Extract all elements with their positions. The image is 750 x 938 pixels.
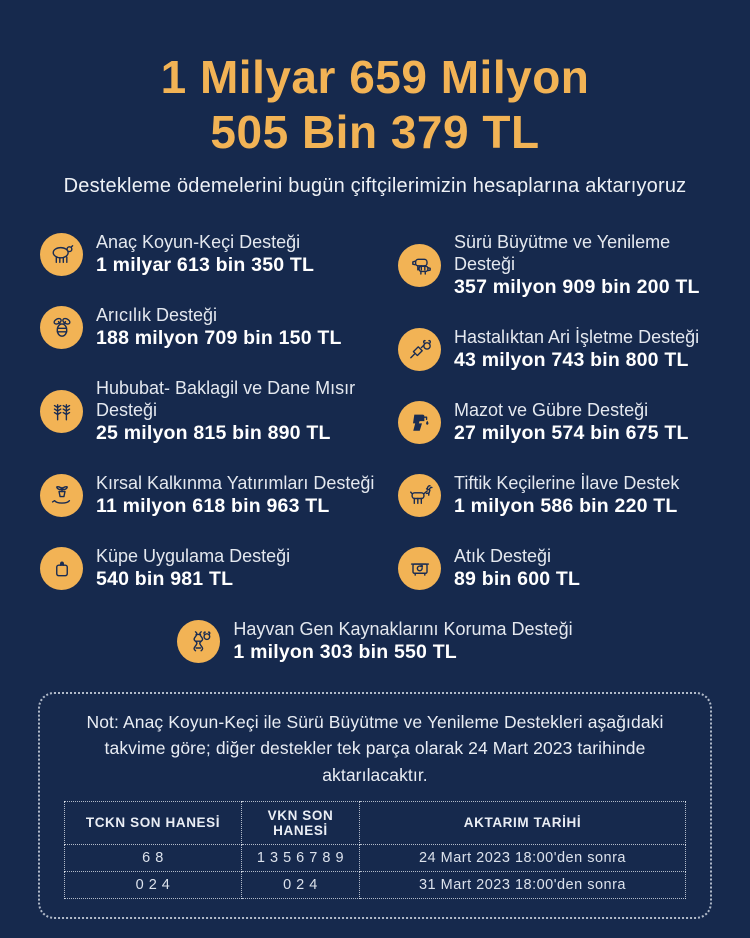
page-title: 1 Milyar 659 Milyon 505 Bin 379 TL	[0, 50, 750, 160]
syringe-cow-icon	[398, 327, 441, 371]
support-amount: 25 milyon 815 bin 890 TL	[96, 422, 331, 444]
vkn-digits: 1 3 5 6 7 8 9	[240, 843, 360, 872]
title-line-2: 505 Bin 379 TL	[210, 106, 540, 158]
note-text: Not: Anaç Koyun-Keçi ile Sürü Büyütme ve…	[86, 712, 664, 785]
column-header-vkn: VKN SON HANESİ	[240, 800, 360, 845]
support-amount: 357 milyon 909 bin 200 TL	[454, 276, 700, 298]
support-amount: 188 milyon 709 bin 150 TL	[96, 327, 342, 349]
table-header-row: TCKN SON HANESİ VKN SON HANESİ AKTARIM T…	[64, 800, 687, 845]
goat-icon	[398, 473, 441, 517]
support-amount: 1 milyon 303 bin 550 TL	[233, 641, 457, 663]
fuel-pump-icon	[398, 400, 441, 444]
support-amount: 43 milyon 743 bin 800 TL	[454, 349, 689, 371]
support-title: Arıcılık Desteği	[96, 305, 218, 325]
support-title: Hastalıktan Ari İşletme Desteği	[454, 327, 700, 347]
support-item-atik: Atık Desteği 89 bin 600 TL	[398, 545, 710, 591]
support-item-mazot-gubre: Mazot ve Gübre Desteği 27 milyon 574 bin…	[398, 399, 710, 445]
support-item-hastaliktan-ari: Hastalıktan Ari İşletme Desteği 43 milyo…	[398, 326, 710, 372]
support-text: Kırsal Kalkınma Yatırımları Desteği 11 m…	[96, 472, 374, 518]
subtitle: Destekleme ödemelerini bugün çiftçilerim…	[63, 175, 687, 197]
wheat-icon	[40, 389, 83, 433]
column-header-tckn: TCKN SON HANESİ	[64, 800, 242, 845]
dna-cow-icon	[177, 619, 221, 663]
waste-bin-icon	[398, 546, 441, 590]
support-amount: 540 bin 981 TL	[96, 568, 234, 590]
title-line-1: 1 Milyar 659 Milyon	[160, 51, 590, 103]
support-text: Arıcılık Desteği 188 milyon 709 bin 150 …	[96, 304, 342, 350]
tckn-digits: 6 8	[64, 843, 242, 872]
support-text: Sürü Büyütme ve Yenileme Desteği 357 mil…	[454, 231, 710, 299]
support-item-hayvan-gen: Hayvan Gen Kaynaklarını Koruma Desteği 1…	[177, 618, 573, 664]
support-item-tiftik-kecileri: Tiftik Keçilerine İlave Destek 1 milyon …	[398, 472, 710, 518]
support-text: Hastalıktan Ari İşletme Desteği 43 milyo…	[454, 326, 699, 372]
support-text: Hububat- Baklagil ve Dane Mısır Desteği …	[96, 377, 398, 445]
support-item-kirsal-kalkinma: Kırsal Kalkınma Yatırımları Desteği 11 m…	[40, 472, 398, 518]
payment-schedule-note-box: Not: Anaç Koyun-Keçi ile Sürü Büyütme ve…	[38, 692, 712, 919]
support-item-hububat: Hububat- Baklagil ve Dane Mısır Desteği …	[40, 377, 398, 445]
support-amount: 1 milyar 613 bin 350 TL	[96, 254, 315, 276]
tckn-digits: 0 2 4	[64, 870, 242, 899]
cattle-herd-icon	[398, 243, 441, 287]
table-row: 0 2 4 0 2 4 31 Mart 2023 18:00'den sonra	[64, 870, 687, 899]
support-amount: 11 milyon 618 bin 963 TL	[96, 495, 330, 517]
support-item-suru-buyutme: Sürü Büyütme ve Yenileme Desteği 357 mil…	[398, 231, 710, 299]
support-title: Mazot ve Gübre Desteği	[454, 400, 649, 420]
hand-plant-icon	[40, 473, 83, 517]
support-title: Anaç Koyun-Keçi Desteği	[96, 232, 301, 252]
support-text: Tiftik Keçilerine İlave Destek 1 milyon …	[454, 472, 679, 518]
support-title: Kırsal Kalkınma Yatırımları Desteği	[96, 473, 375, 493]
support-text: Anaç Koyun-Keçi Desteği 1 milyar 613 bin…	[96, 231, 314, 277]
support-title: Hayvan Gen Kaynaklarını Koruma Desteği	[233, 619, 573, 639]
ear-tag-icon	[40, 546, 83, 590]
support-text: Atık Desteği 89 bin 600 TL	[454, 545, 580, 591]
support-text: Hayvan Gen Kaynaklarını Koruma Desteği 1…	[233, 618, 572, 664]
payment-schedule-table: TCKN SON HANESİ VKN SON HANESİ AKTARIM T…	[64, 800, 687, 899]
support-text: Mazot ve Gübre Desteği 27 milyon 574 bin…	[454, 399, 689, 445]
support-amount: 89 bin 600 TL	[454, 568, 581, 590]
support-title: Küpe Uygulama Desteği	[96, 546, 291, 566]
support-amount: 1 milyon 586 bin 220 TL	[454, 495, 678, 517]
table-row: 6 8 1 3 5 6 7 8 9 24 Mart 2023 18:00'den…	[64, 843, 687, 872]
support-title: Hububat- Baklagil ve Dane Mısır Desteği	[96, 378, 356, 420]
transfer-date: 31 Mart 2023 18:00'den sonra	[358, 870, 687, 899]
header: 1 Milyar 659 Milyon 505 Bin 379 TL Deste…	[0, 0, 750, 198]
supports-left-column: Anaç Koyun-Keçi Desteği 1 milyar 613 bin…	[40, 231, 398, 591]
sheep-icon	[40, 232, 83, 276]
supports-grid: Anaç Koyun-Keçi Desteği 1 milyar 613 bin…	[0, 231, 750, 591]
support-title: Tiftik Keçilerine İlave Destek	[454, 473, 680, 493]
support-text: Küpe Uygulama Desteği 540 bin 981 TL	[96, 545, 290, 591]
support-item-kupe-uygulama: Küpe Uygulama Desteği 540 bin 981 TL	[40, 545, 398, 591]
support-item-anac-koyun-keci: Anaç Koyun-Keçi Desteği 1 milyar 613 bin…	[40, 231, 398, 277]
vkn-digits: 0 2 4	[240, 870, 360, 899]
column-header-aktarim-tarihi: AKTARIM TARİHİ	[358, 800, 687, 845]
transfer-date: 24 Mart 2023 18:00'den sonra	[358, 843, 687, 872]
support-item-aricilik: Arıcılık Desteği 188 milyon 709 bin 150 …	[40, 304, 398, 350]
bee-icon	[40, 305, 83, 349]
supports-right-column: Sürü Büyütme ve Yenileme Desteği 357 mil…	[398, 231, 710, 591]
support-title: Sürü Büyütme ve Yenileme Desteği	[454, 232, 671, 274]
support-amount: 27 milyon 574 bin 675 TL	[454, 422, 689, 444]
support-title: Atık Desteği	[454, 546, 552, 566]
